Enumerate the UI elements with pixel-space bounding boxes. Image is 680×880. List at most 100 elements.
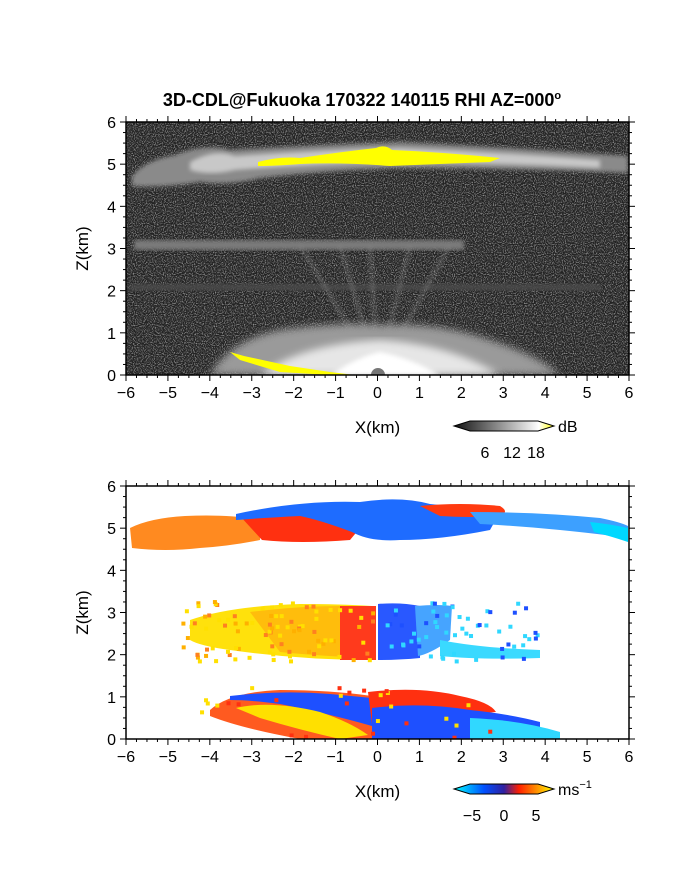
x-tick-label: 3 <box>499 749 508 766</box>
speckle <box>351 658 356 663</box>
colorbar-reflectivity: dB 6 12 18 <box>452 419 578 462</box>
colorbar-tick-label: 6 <box>481 445 490 462</box>
speckle <box>359 615 364 620</box>
speckle <box>250 621 255 626</box>
speckle <box>521 643 526 648</box>
speckle <box>435 613 440 618</box>
speckle <box>289 659 294 664</box>
speckle <box>317 644 322 649</box>
speckle <box>184 609 189 614</box>
speckle <box>271 652 276 657</box>
speckle <box>454 659 459 664</box>
figure-title: 3D-CDL@Fukuoka 170322 140115 RHI AZ=000o <box>163 90 562 110</box>
axes: −6 −5 −4 −3 −2 −1 0 1 2 3 4 5 6 0 1 2 3 4 5 6 X(km) Z(km) <box>73 115 635 437</box>
speckle <box>321 641 326 646</box>
speckle <box>442 601 447 606</box>
speckle <box>213 602 218 607</box>
speckle <box>274 698 279 703</box>
speckle <box>210 646 215 651</box>
speckle <box>196 601 201 606</box>
speckle <box>226 617 231 622</box>
velocity-upper-layer <box>130 499 628 550</box>
velocity-ground-layer <box>210 689 560 739</box>
x-tick-label: −5 <box>159 385 177 402</box>
speckle <box>362 688 367 693</box>
speckle <box>440 655 445 660</box>
speckle <box>488 729 493 734</box>
y-axis-label: Z(km) <box>73 226 92 270</box>
speckle <box>497 629 502 634</box>
speckle <box>500 655 505 660</box>
speckle <box>233 657 238 662</box>
speckle <box>527 637 532 642</box>
colorbar-velocity: ms−1 −5 0 5 <box>452 779 592 825</box>
speckle <box>278 603 283 608</box>
speckle <box>236 702 241 707</box>
speckle <box>267 650 272 655</box>
speckle <box>338 693 343 698</box>
speckle <box>204 626 209 631</box>
y-tick-label: 0 <box>107 732 116 749</box>
speckle <box>485 609 490 614</box>
speckle <box>424 621 429 626</box>
y-tick-label: 6 <box>107 479 116 496</box>
y-tick-label: 2 <box>107 648 116 665</box>
speckle <box>371 731 376 736</box>
x-tick-label: −4 <box>201 385 219 402</box>
speckle <box>348 608 353 613</box>
speckle <box>375 719 380 724</box>
speckle <box>435 625 440 630</box>
x-tick-label: 2 <box>457 749 466 766</box>
colorbar-tick-label: 0 <box>500 808 509 825</box>
speckle <box>337 686 342 691</box>
speckle <box>267 622 272 627</box>
x-axis-label: X(km) <box>355 418 400 437</box>
reflectivity-ground-yellow <box>230 352 355 375</box>
y-tick-label: 3 <box>107 606 116 623</box>
y-tick-label: 4 <box>107 563 116 580</box>
speckle <box>270 644 275 649</box>
speckle <box>474 657 479 662</box>
speckle <box>361 640 366 645</box>
speckle <box>292 629 297 634</box>
speckle <box>312 652 317 657</box>
reflectivity-lower-layer <box>130 284 600 290</box>
speckle <box>225 649 230 654</box>
x-tick-label: −4 <box>201 749 219 766</box>
x-tick-label: 4 <box>541 385 550 402</box>
speckle <box>457 615 462 620</box>
x-tick-label: 2 <box>457 385 466 402</box>
x-tick-label: −2 <box>285 749 303 766</box>
colorbar-unit: ms−1 <box>558 779 592 799</box>
speckle <box>465 616 470 621</box>
speckle <box>304 734 309 739</box>
speckle <box>428 654 433 659</box>
speckle <box>247 655 252 660</box>
speckle <box>524 606 529 611</box>
speckle <box>181 645 186 650</box>
speckle <box>365 651 370 656</box>
speckle <box>223 623 228 628</box>
speckle <box>399 623 404 628</box>
speckle <box>278 633 283 638</box>
speckle <box>287 649 292 654</box>
speckle <box>452 633 457 638</box>
x-tick-label: −2 <box>285 385 303 402</box>
speckle <box>417 644 422 649</box>
speckle <box>452 735 457 739</box>
speckle <box>454 723 459 728</box>
speckle <box>189 624 194 629</box>
speckle <box>196 604 201 609</box>
speckle <box>235 629 240 634</box>
speckle <box>516 601 521 606</box>
speckle <box>444 716 449 721</box>
speckle <box>244 621 249 626</box>
speckle <box>227 653 232 658</box>
x-tick-label: −5 <box>159 749 177 766</box>
speckle <box>371 611 376 616</box>
speckle <box>385 623 390 628</box>
speckle <box>444 630 449 635</box>
colorbar-unit: dB <box>558 419 578 436</box>
y-tick-label: 1 <box>107 326 116 343</box>
